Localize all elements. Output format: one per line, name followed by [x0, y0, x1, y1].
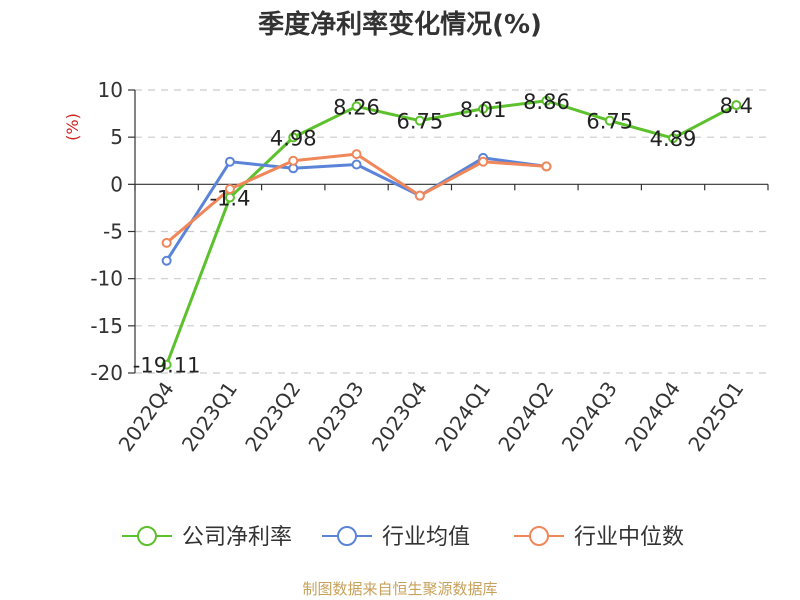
data-point: [161, 237, 172, 248]
x-tick-label: 2023Q1: [177, 377, 242, 456]
data-point: [351, 159, 362, 170]
data-label: 8.86: [523, 90, 570, 114]
legend-label: 行业均值: [382, 525, 470, 550]
y-axis-label: (%): [63, 113, 82, 141]
x-tick-label: 2024Q3: [557, 377, 622, 456]
series-points: [161, 95, 742, 370]
data-point: [478, 156, 489, 167]
x-tick-label: 2024Q1: [430, 377, 495, 456]
data-point: [224, 156, 235, 167]
data-point: [351, 101, 362, 112]
legend-marker: [337, 526, 357, 546]
x-tick-label: 2025Q1: [683, 377, 748, 456]
y-tick-label: 5: [110, 125, 123, 149]
data-point: [351, 149, 362, 160]
data-label: 8.01: [460, 98, 507, 122]
y-tick-label: -15: [90, 314, 123, 338]
x-tick-label: 2022Q4: [114, 377, 179, 456]
data-label: 4.89: [650, 127, 697, 151]
y-tick-label: 0: [110, 172, 123, 196]
data-label: 4.98: [270, 126, 317, 150]
data-label: 6.75: [396, 110, 443, 134]
data-point: [288, 132, 299, 143]
y-tick-label: 10: [98, 78, 123, 102]
data-point: [288, 155, 299, 166]
x-tick-label: 2024Q2: [493, 377, 558, 456]
data-point: [414, 190, 425, 201]
data-point: [604, 115, 615, 126]
data-point: [541, 95, 552, 106]
data-point: [224, 184, 235, 195]
data-point: [478, 103, 489, 114]
gridlines: [135, 89, 768, 374]
x-tick-label: 2023Q4: [367, 377, 432, 456]
data-label: 8.26: [333, 95, 380, 119]
legend-marker: [137, 526, 157, 546]
legend-item: 行业中位数: [514, 525, 684, 550]
legend-marker: [529, 526, 549, 546]
data-label: -1.4: [209, 187, 250, 211]
data-point: [414, 115, 425, 126]
data-label: -19.11: [133, 354, 201, 378]
x-tick-label: 2023Q3: [303, 377, 368, 456]
series-line-0: [165, 99, 738, 366]
legend: 公司净利率 行业均值 行业中位数: [122, 525, 684, 550]
data-label: 6.75: [586, 110, 633, 134]
data-label: 8.4: [720, 94, 753, 118]
legend-item: 公司净利率: [122, 525, 292, 550]
y-tick-labels: 10 5 0 -5 -10 -15 -20: [90, 78, 123, 385]
data-point: [731, 100, 742, 111]
data-point: [161, 255, 172, 266]
x-tick-label: 2024Q4: [620, 377, 685, 456]
y-tick-label: -20: [90, 361, 123, 385]
y-tick-label: -5: [103, 220, 123, 244]
data-labels: -19.11 -1.4 4.98 8.26 6.75 8.01 8.86 6.75 4.89 8.…: [133, 90, 753, 378]
x-tick-label: 2023Q2: [240, 377, 305, 456]
data-point: [541, 161, 552, 172]
data-source-note: 制图数据来自恒生聚源数据库: [302, 580, 498, 598]
y-tick-label: -10: [90, 267, 123, 291]
x-tick-labels: 2022Q42023Q12023Q22023Q32023Q42024Q12024…: [114, 377, 749, 456]
chart-title: 季度净利率变化情况(%): [258, 10, 542, 40]
data-point: [668, 133, 679, 144]
data-point: [161, 359, 172, 370]
legend-label: 行业中位数: [574, 525, 684, 550]
legend-label: 公司净利率: [182, 525, 292, 550]
legend-item: 行业均值: [322, 525, 470, 550]
